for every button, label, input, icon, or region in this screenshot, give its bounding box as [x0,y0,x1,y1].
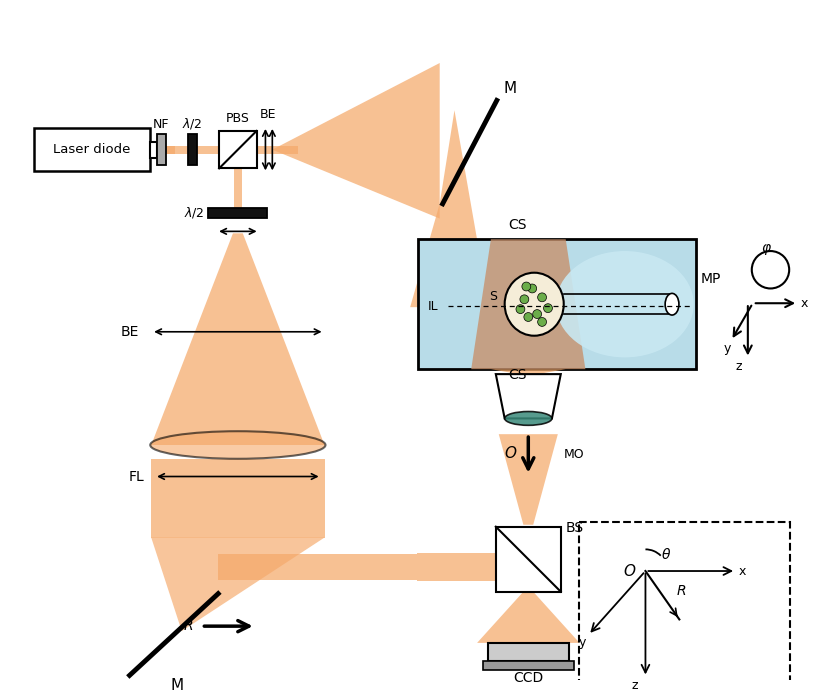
Polygon shape [272,63,439,218]
Text: MO: MO [564,448,585,461]
Bar [157,146,175,153]
Text: NF: NF [153,118,170,131]
Text: IL: IL [428,300,438,313]
Polygon shape [491,369,565,375]
Text: BE: BE [260,108,276,121]
Ellipse shape [524,312,533,321]
Text: x: x [801,296,808,310]
Polygon shape [151,459,324,538]
Bar [208,208,267,218]
Bar [157,134,166,165]
Text: y: y [723,342,731,355]
Ellipse shape [520,295,529,304]
Text: R: R [677,584,686,598]
Polygon shape [477,591,580,643]
Ellipse shape [505,412,552,426]
Bar [197,146,219,153]
Text: $\theta$: $\theta$ [661,547,671,562]
Ellipse shape [522,282,531,291]
Text: M: M [504,81,517,95]
Ellipse shape [516,305,525,314]
Text: S: S [489,290,497,303]
Text: $\lambda$/2: $\lambda$/2 [184,205,204,220]
Bar [483,661,574,670]
Polygon shape [410,111,489,307]
Text: Laser diode: Laser diode [54,143,131,156]
Bar [496,527,561,591]
Text: BS: BS [565,520,584,535]
Text: CS: CS [508,218,527,232]
Ellipse shape [556,251,694,357]
Ellipse shape [538,293,547,302]
Bar [166,146,187,153]
Text: O: O [505,446,517,461]
Text: z: z [735,360,742,372]
Polygon shape [151,234,324,445]
Text: FL: FL [129,469,144,484]
Bar [219,131,256,169]
Text: BE: BE [121,325,139,339]
Ellipse shape [528,284,537,293]
Polygon shape [417,553,500,580]
Text: M: M [171,678,183,691]
Ellipse shape [533,310,542,319]
Polygon shape [471,239,585,369]
Bar [234,169,242,208]
Text: z: z [632,679,638,691]
Text: MP: MP [701,272,721,285]
Polygon shape [218,554,417,580]
Polygon shape [496,374,561,419]
Bar [488,643,569,661]
Text: y: y [579,636,585,650]
Bar [187,134,197,165]
Bar [579,522,790,691]
Text: PBS: PBS [226,112,249,125]
Text: $\lambda$/2: $\lambda$/2 [182,117,202,131]
Bar [150,142,157,158]
Text: CS: CS [508,368,527,382]
Ellipse shape [543,304,553,312]
Text: CCD: CCD [513,671,543,685]
Bar [418,239,696,369]
Text: $\varphi$: $\varphi$ [761,242,772,257]
Polygon shape [151,538,324,631]
Bar [34,128,150,171]
Text: O: O [624,564,636,578]
Ellipse shape [505,273,564,336]
Ellipse shape [538,317,547,326]
Polygon shape [499,434,558,524]
Text: R: R [184,619,193,633]
Ellipse shape [150,431,325,459]
Ellipse shape [665,294,679,315]
Text: x: x [739,565,747,578]
Bar [256,146,298,153]
